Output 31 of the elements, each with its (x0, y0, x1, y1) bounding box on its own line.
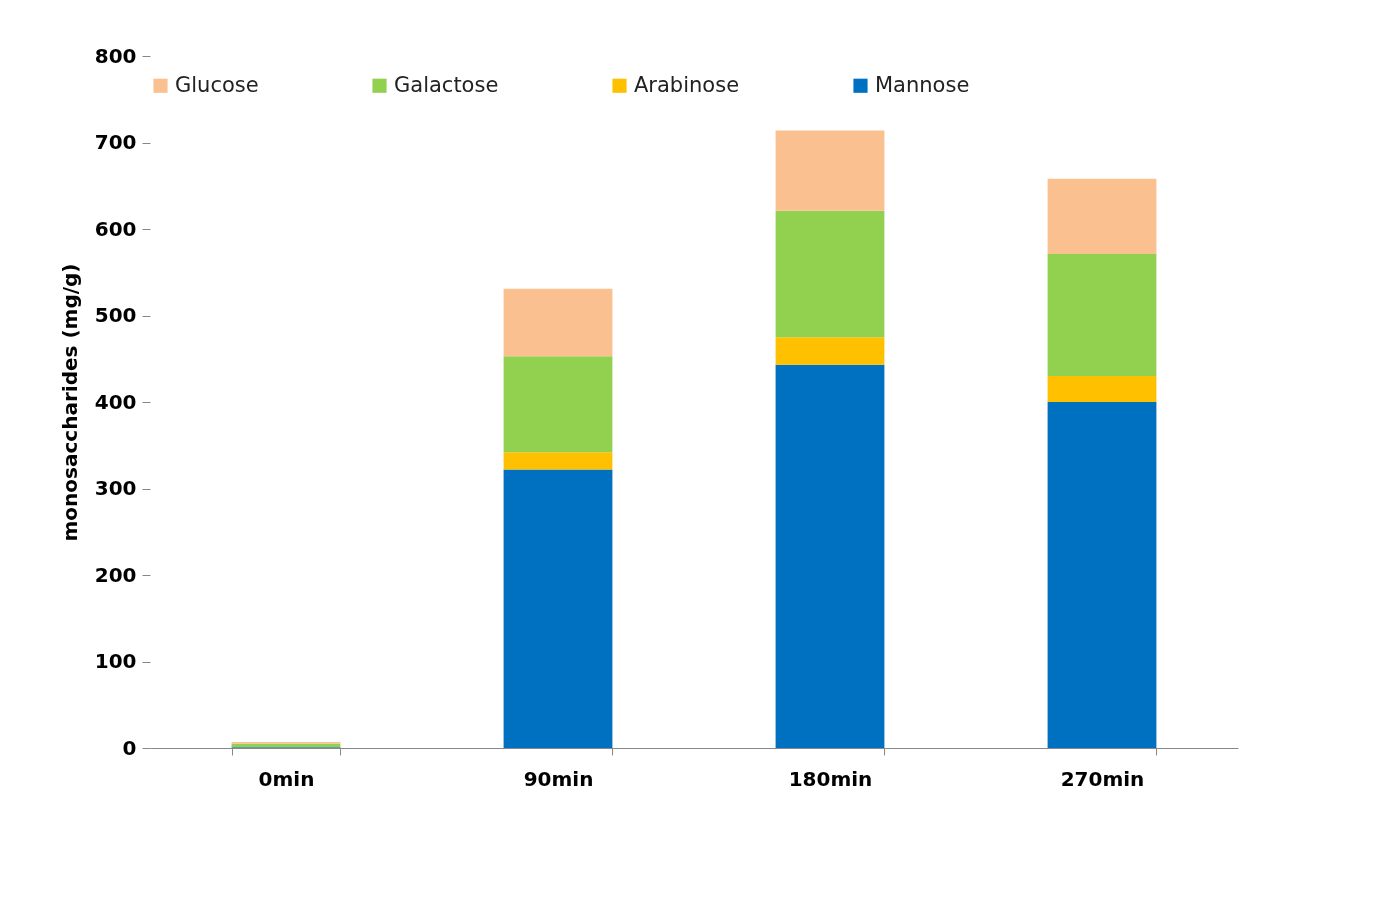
bar (775, 337, 885, 365)
bar (503, 356, 613, 453)
bar (1047, 254, 1157, 377)
y-tick-label: 200 (94, 562, 137, 587)
bar (1047, 402, 1157, 748)
y-tick-label: 100 (94, 649, 137, 673)
y-tick-label: 0 (122, 735, 137, 760)
y-tick-label: 500 (94, 303, 137, 327)
x-tick-label: 0min (258, 766, 315, 791)
x-tick-label: 90min (523, 766, 594, 791)
bar (503, 452, 613, 470)
y-axis-title: monosaccharides (mg/g) (57, 263, 82, 542)
bar (775, 364, 885, 748)
y-tick-label: 600 (94, 216, 137, 241)
bar (503, 288, 613, 357)
x-tick-label: 180min (788, 766, 873, 791)
y-tick-label: 300 (94, 476, 137, 500)
x-tick-label: 270min (1060, 766, 1145, 791)
legend-label: Galactose (394, 72, 499, 97)
bar (503, 469, 613, 748)
legend-label: Glucose (175, 72, 259, 97)
y-tick-label: 700 (94, 130, 137, 154)
legend-label: Mannose (875, 72, 970, 97)
bar (231, 743, 341, 748)
bar (775, 130, 885, 211)
y-tick-label: 400 (94, 389, 137, 414)
legend-label: Arabinose (634, 72, 740, 97)
bar (775, 210, 885, 338)
bar (1047, 376, 1157, 402)
y-tick-label: 800 (94, 43, 137, 68)
bar (1047, 178, 1157, 255)
